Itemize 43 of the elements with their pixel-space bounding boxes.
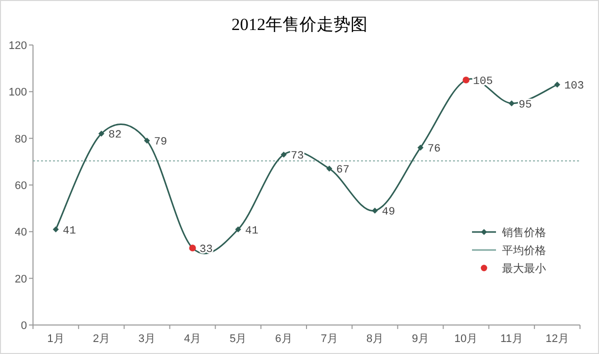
legend-label: 平均价格 — [502, 245, 546, 257]
data-label: 33 — [200, 244, 213, 256]
data-label: 49 — [382, 206, 396, 219]
data-label: 41 — [62, 225, 76, 238]
point — [280, 152, 287, 158]
y-tick-label: 40 — [14, 226, 27, 239]
data-label: 95 — [518, 99, 532, 112]
y-tick-label: 20 — [14, 273, 27, 286]
data-label: 41 — [245, 225, 259, 238]
x-tick-label: 1月 — [47, 333, 64, 345]
point — [235, 226, 242, 232]
point — [52, 226, 59, 232]
y-tick-label: 100 — [8, 86, 27, 99]
data-label: 79 — [154, 136, 168, 149]
data-label: 82 — [108, 130, 122, 142]
x-tick-label: 6月 — [275, 333, 292, 345]
legend-label: 销售价格 — [501, 227, 546, 239]
point — [417, 144, 424, 151]
x-tick-label: 4月 — [184, 333, 202, 345]
legend-label: 最大最小 — [502, 262, 546, 275]
y-tick-label: 0 — [20, 320, 27, 332]
x-tick-label: 8月 — [366, 333, 384, 345]
point — [98, 130, 104, 137]
point — [144, 138, 150, 144]
x-tick-label: 10月 — [454, 333, 478, 345]
data-label: 103 — [564, 80, 584, 93]
x-tick-label: 9月 — [412, 333, 430, 345]
x-tick-label: 11月 — [500, 333, 523, 345]
x-tick-label: 2月 — [92, 333, 110, 345]
chart-title: 2012年售价走势图 — [232, 15, 368, 34]
x-tick-label: 5月 — [230, 333, 247, 345]
y-tick-label: 120 — [8, 40, 27, 52]
data-label: 76 — [427, 144, 441, 156]
x-tick-label: 3月 — [138, 333, 156, 345]
point — [554, 82, 560, 88]
point — [508, 100, 515, 106]
x-tick-label: 12月 — [546, 333, 569, 345]
data-label: 73 — [290, 150, 304, 163]
point — [326, 166, 332, 172]
x-tick-label: 7月 — [320, 333, 338, 345]
data-label: 67 — [336, 164, 350, 177]
y-tick-label: 60 — [14, 180, 27, 192]
y-tick-label: 80 — [14, 133, 27, 146]
